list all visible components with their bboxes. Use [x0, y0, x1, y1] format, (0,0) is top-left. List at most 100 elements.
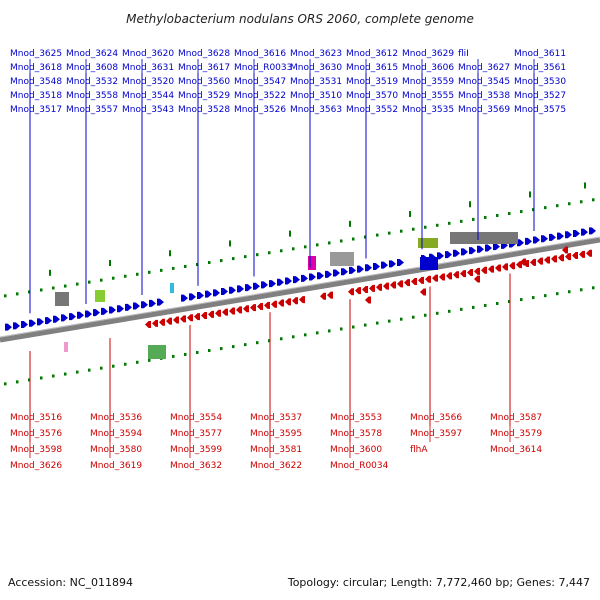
forward-gene-arrow — [85, 310, 92, 318]
scale-dot — [160, 268, 163, 272]
scale-dot — [244, 255, 247, 259]
scale-dot — [208, 349, 211, 353]
backbone-band — [0, 237, 600, 343]
gene-label: Mnod_3510 — [290, 91, 342, 101]
scale-dot — [544, 294, 547, 298]
scale-dot — [388, 231, 391, 235]
forward-gene-arrow — [229, 286, 236, 294]
reverse-gene-arrow — [562, 246, 568, 254]
reverse-gene-arrow — [544, 256, 550, 264]
reverse-gene-arrow — [194, 313, 200, 321]
forward-gene-arrow — [533, 236, 540, 244]
gene-label: Mnod_3624 — [66, 49, 118, 59]
scale-dot — [472, 305, 475, 309]
scale-dot — [268, 251, 271, 255]
scale-dot — [76, 282, 79, 286]
scale-dot — [304, 245, 307, 249]
forward-gene-arrow — [77, 311, 84, 319]
reverse-gene-arrow — [362, 285, 368, 293]
reverse-gene-arrow — [299, 296, 305, 304]
scale-dot — [424, 225, 427, 229]
scale-dot — [64, 284, 67, 288]
scale-dot — [88, 280, 91, 284]
scale-dot — [424, 313, 427, 317]
gene-label: Mnod_3615 — [346, 63, 398, 73]
gene-label: Mnod_3577 — [170, 429, 222, 439]
feature-block — [148, 345, 166, 359]
forward-gene-arrow — [141, 301, 148, 309]
gene-label: Mnod_3618 — [10, 63, 62, 73]
scale-dot — [28, 290, 31, 294]
scale-dot — [472, 217, 475, 221]
map-title: Methylobacterium nodulans ORS 2060, comp… — [126, 12, 474, 26]
gene-label: Mnod_3597 — [410, 429, 462, 439]
feature-block — [95, 290, 105, 302]
gene-label: Mnod_3528 — [178, 105, 230, 115]
reverse-gene-arrow — [418, 276, 424, 284]
gene-label: Mnod_3554 — [170, 413, 222, 423]
forward-gene-arrow — [381, 261, 388, 269]
forward-gene-arrow — [397, 258, 404, 266]
gene-label: Mnod_3519 — [346, 77, 398, 87]
scale-dot — [88, 368, 91, 372]
gene-label: Mnod_3553 — [330, 413, 382, 423]
scale-dot — [40, 288, 43, 292]
forward-gene-arrow — [245, 284, 252, 292]
forward-gene-arrow — [333, 269, 340, 277]
forward-gene-arrow — [109, 306, 116, 314]
gene-label: Mnod_3594 — [90, 429, 142, 439]
scale-dot — [136, 360, 139, 364]
reverse-gene-arrow — [173, 316, 179, 324]
reverse-gene-arrow — [348, 288, 354, 296]
reverse-gene-arrow — [145, 321, 151, 329]
scale-dot — [448, 309, 451, 313]
reverse-gene-arrow — [278, 299, 284, 307]
scale-dot — [544, 206, 547, 210]
forward-gene-arrow — [493, 243, 500, 251]
scale-dot — [448, 221, 451, 225]
reverse-gene-arrow — [481, 266, 487, 274]
gene-label: Mnod_3530 — [514, 77, 566, 87]
scale-dot — [316, 243, 319, 247]
forward-gene-arrow — [389, 260, 396, 268]
scale-dot — [376, 233, 379, 237]
gene-label: Mnod_3555 — [402, 91, 454, 101]
gene-labels: Mnod_3625 Mnod_3624 Mnod_3620 Mnod_3628 Mnod… — [10, 49, 566, 471]
gene-label: Mnod_3561 — [514, 63, 566, 73]
gene-label: Mnod_3627 — [458, 63, 510, 73]
forward-gene-arrow — [557, 232, 564, 240]
scale-dot — [532, 296, 535, 300]
gene-label: Mnod_3625 — [10, 49, 62, 59]
forward-gene-arrow — [365, 264, 372, 272]
gene-label: Mnod_3569 — [458, 105, 510, 115]
forward-gene-arrow — [357, 265, 364, 273]
gene-label: Mnod_3547 — [234, 77, 286, 87]
scale-dot — [100, 366, 103, 370]
reverse-gene-arrow — [425, 275, 431, 283]
scale-dot — [496, 213, 499, 217]
gene-label: Mnod_3620 — [122, 49, 174, 59]
gene-label: Mnod_R0034 — [330, 461, 389, 471]
scale-dot — [388, 319, 391, 323]
gene-label: Mnod_3619 — [90, 461, 142, 471]
gene-label: Mnod_3623 — [290, 49, 342, 59]
gene-label: Mnod_3598 — [10, 445, 62, 455]
forward-gene-arrow — [149, 299, 156, 307]
reverse-gene-arrow — [243, 305, 249, 313]
feature-block — [330, 252, 354, 266]
reverse-gene-arrow — [551, 255, 557, 263]
gene-label: Mnod_3516 — [10, 413, 62, 423]
reverse-gene-arrow — [159, 318, 165, 326]
forward-gene-arrow — [157, 298, 164, 306]
reverse-gene-arrow — [152, 319, 158, 327]
scale-dot — [196, 262, 199, 266]
gene-label: Mnod_3570 — [346, 91, 398, 101]
gene-label: Mnod_3617 — [178, 63, 230, 73]
scale-dot — [208, 261, 211, 265]
scale-dot — [460, 307, 463, 311]
gene-label: Mnod_3548 — [10, 77, 62, 87]
scale-dot — [16, 292, 19, 296]
reverse-gene-arrow — [222, 308, 228, 316]
forward-gene-arrow — [549, 233, 556, 241]
forward-gene-arrow — [293, 276, 300, 284]
